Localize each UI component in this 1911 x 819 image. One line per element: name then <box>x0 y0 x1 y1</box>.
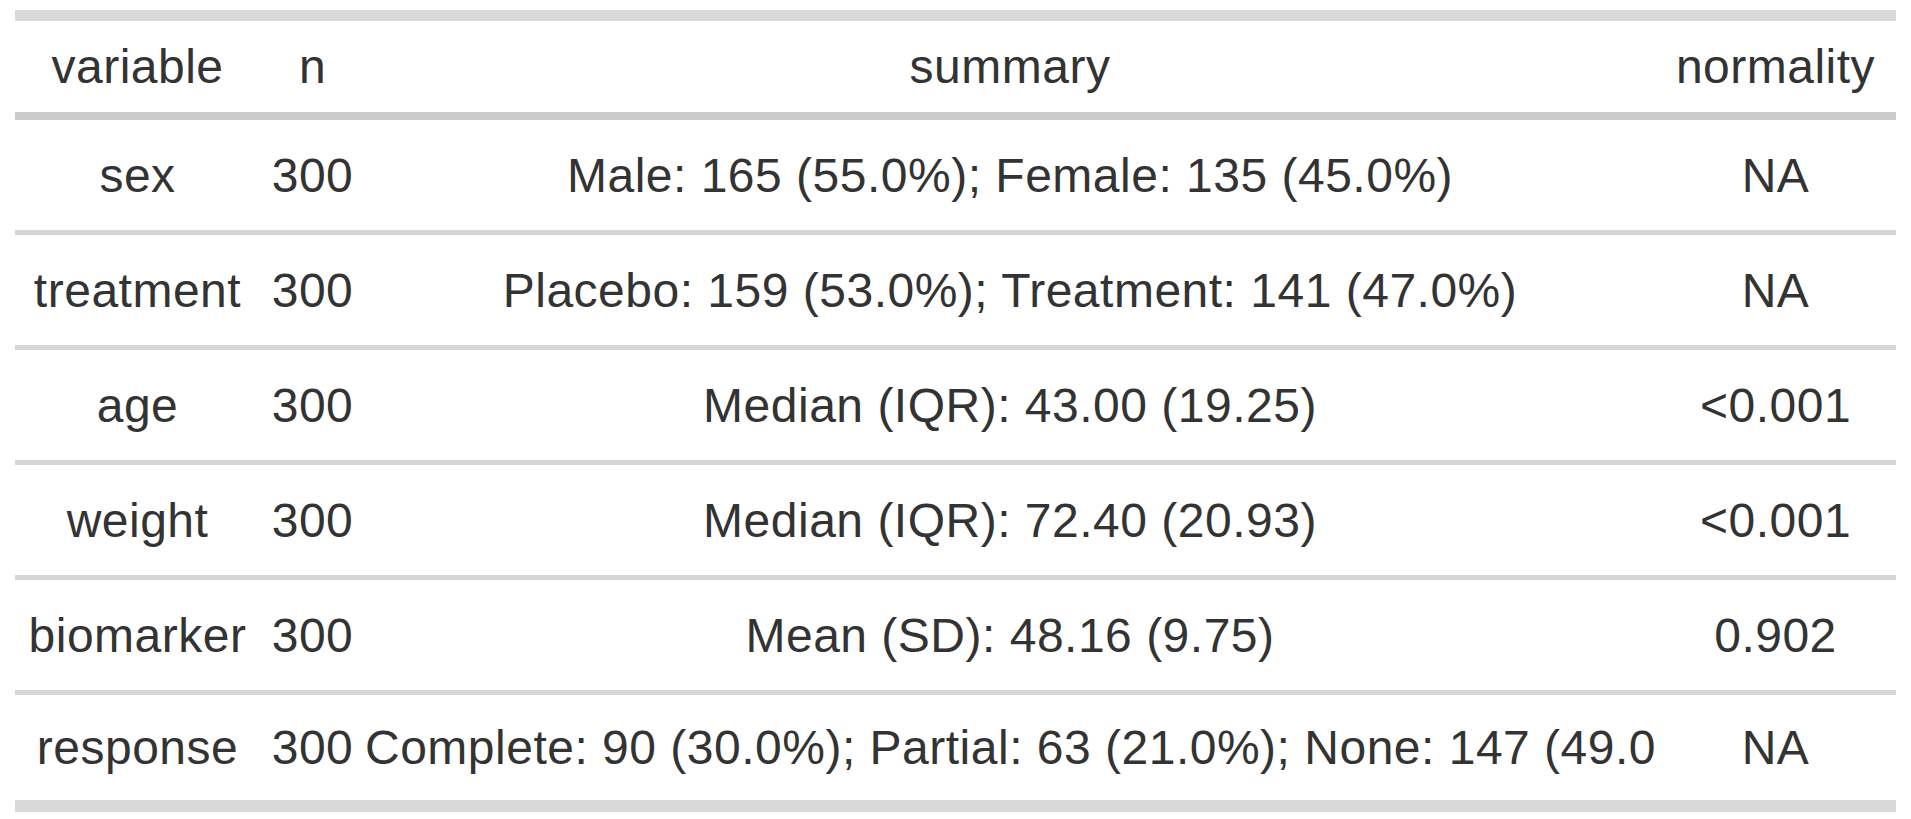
cell-summary: Complete: 90 (30.0%); Partial: 63 (21.0%… <box>365 693 1655 807</box>
column-header-summary: summary <box>365 16 1655 117</box>
table-row-response: response 300 Complete: 90 (30.0%); Parti… <box>15 693 1896 807</box>
cell-n: 300 <box>260 693 365 807</box>
cell-n: 300 <box>260 116 365 233</box>
cell-n: 300 <box>260 233 365 348</box>
cell-summary: Median (IQR): 43.00 (19.25) <box>365 348 1655 463</box>
cell-normality: NA <box>1655 693 1896 807</box>
cell-variable: sex <box>15 116 260 233</box>
cell-variable: weight <box>15 463 260 578</box>
table-row-sex: sex 300 Male: 165 (55.0%); Female: 135 (… <box>15 116 1896 233</box>
cell-n: 300 <box>260 348 365 463</box>
table-row-weight: weight 300 Median (IQR): 72.40 (20.93) <… <box>15 463 1896 578</box>
cell-normality: NA <box>1655 116 1896 233</box>
cell-summary: Male: 165 (55.0%); Female: 135 (45.0%) <box>365 116 1655 233</box>
table-row-age: age 300 Median (IQR): 43.00 (19.25) <0.0… <box>15 348 1896 463</box>
cell-summary: Placebo: 159 (53.0%); Treatment: 141 (47… <box>365 233 1655 348</box>
cell-summary: Mean (SD): 48.16 (9.75) <box>365 578 1655 693</box>
cell-n: 300 <box>260 463 365 578</box>
table-header-row: variable n summary normality <box>15 16 1896 117</box>
table-row-biomarker: biomarker 300 Mean (SD): 48.16 (9.75) 0.… <box>15 578 1896 693</box>
summary-statistics-table: variable n summary normality sex 300 Mal… <box>15 10 1896 812</box>
cell-variable: biomarker <box>15 578 260 693</box>
table-row-treatment: treatment 300 Placebo: 159 (53.0%); Trea… <box>15 233 1896 348</box>
cell-variable: treatment <box>15 233 260 348</box>
cell-normality: 0.902 <box>1655 578 1896 693</box>
cell-variable: age <box>15 348 260 463</box>
cell-variable: response <box>15 693 260 807</box>
column-header-normality: normality <box>1655 16 1896 117</box>
cell-n: 300 <box>260 578 365 693</box>
column-header-variable: variable <box>15 16 260 117</box>
variables-summary-table: variable n summary normality sex 300 Mal… <box>15 10 1896 812</box>
cell-summary: Median (IQR): 72.40 (20.93) <box>365 463 1655 578</box>
cell-normality: <0.001 <box>1655 348 1896 463</box>
cell-normality: <0.001 <box>1655 463 1896 578</box>
column-header-n: n <box>260 16 365 117</box>
cell-normality: NA <box>1655 233 1896 348</box>
